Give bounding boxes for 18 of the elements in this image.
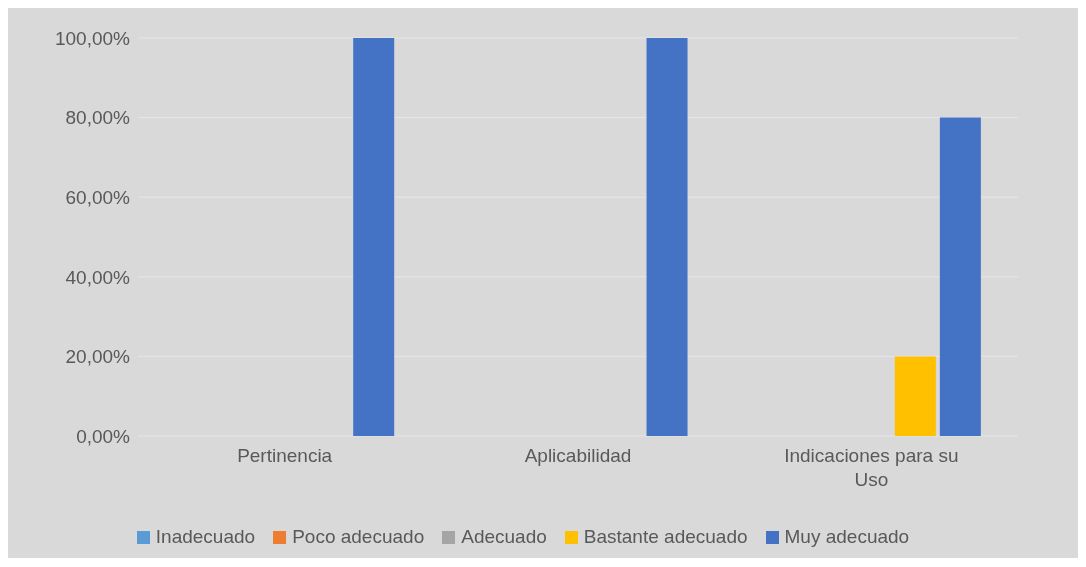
y-tick-label: 60,00% bbox=[65, 186, 131, 208]
bar bbox=[894, 356, 936, 436]
y-tick-label: 40,00% bbox=[65, 266, 131, 288]
legend-label: Inadecuado bbox=[155, 526, 256, 548]
y-tick-label: 80,00% bbox=[65, 107, 131, 129]
legend-label: Adecuado bbox=[461, 526, 547, 548]
y-tick-label: 20,00% bbox=[65, 346, 131, 368]
legend-label: Bastante adecuado bbox=[583, 526, 748, 548]
legend-label: Muy adecuado bbox=[784, 526, 910, 548]
x-tick-label: Aplicabilidad bbox=[524, 445, 632, 466]
bar bbox=[939, 117, 981, 436]
x-tick-label: Pertinencia bbox=[237, 445, 333, 466]
x-tick-label: Indicaciones para su Uso bbox=[784, 445, 959, 490]
legend-label: Poco adecuado bbox=[292, 526, 425, 548]
bar bbox=[646, 38, 688, 436]
y-tick-label: 0,00% bbox=[76, 425, 131, 447]
y-tick-label: 100,00% bbox=[54, 27, 131, 49]
bar bbox=[353, 38, 395, 436]
